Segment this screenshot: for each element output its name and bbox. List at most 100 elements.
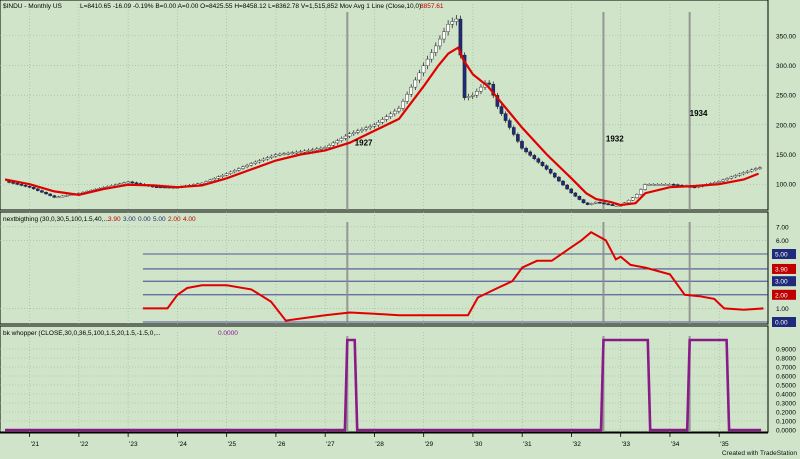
price-bar: [60, 195, 65, 198]
indicator-header-value: 4.00: [183, 216, 196, 223]
y-tick-label: 350.00: [776, 33, 796, 40]
price-bar: [118, 183, 122, 186]
x-tick-label: '22: [80, 441, 89, 448]
price-bar: [290, 152, 295, 154]
price-bar: [294, 151, 299, 154]
price-bar: [741, 172, 746, 175]
price-bar: [405, 94, 409, 102]
price-bar: [224, 173, 229, 176]
y-tick-label: 0.8000: [776, 356, 796, 363]
y-tick-label: 0.7000: [776, 365, 796, 372]
y-tick-label: 0.6000: [776, 374, 796, 381]
price-bar: [462, 54, 467, 98]
price-bar: [245, 164, 249, 168]
x-tick-label: '32: [572, 441, 581, 448]
price-bar: [528, 151, 532, 156]
price-bar: [376, 121, 381, 126]
x-tick-label: '27: [326, 441, 335, 448]
price-bar: [220, 174, 225, 177]
price-bar: [204, 181, 208, 184]
price-bar: [397, 108, 401, 112]
price-bar: [626, 200, 631, 203]
price-bar: [56, 196, 61, 199]
price-bar: [758, 167, 762, 170]
price-bar: [516, 134, 520, 142]
price-bar: [351, 132, 356, 135]
price-bar: [409, 86, 413, 95]
price-bar: [232, 170, 237, 173]
y-tick-label: 0.5000: [776, 383, 796, 390]
price-bar: [717, 181, 721, 183]
price-bar: [651, 184, 656, 186]
price-bar: [286, 152, 290, 155]
x-tick-label: '26: [277, 441, 286, 448]
x-tick-label: '33: [622, 441, 631, 448]
price-bar: [257, 160, 262, 163]
price-bar: [130, 181, 134, 184]
price-bar: [208, 179, 212, 182]
indicator-levels: [142, 253, 768, 323]
y-tick-label: 7.00: [776, 224, 789, 231]
price-bar: [499, 106, 504, 114]
price-bar: [745, 170, 750, 173]
y-tick-label: 0.4000: [776, 392, 796, 399]
price-bar: [384, 116, 389, 120]
x-axis: '21 '22 '23 '24 '25 '26 '27 '28 '29 '30 '31 '32 '33 '…: [0, 432, 768, 448]
price-bar: [261, 158, 266, 161]
price-bar: [237, 168, 241, 171]
year-annotation: 1934: [690, 109, 708, 118]
price-bar: [273, 154, 278, 157]
price-bar: [327, 145, 331, 148]
price-bar: [44, 192, 48, 195]
price-bar: [749, 169, 754, 172]
price-bar: [302, 150, 307, 153]
price-bar: [27, 186, 32, 188]
price-bar: [630, 197, 635, 201]
price-bar: [380, 119, 385, 123]
y-tick-box: [772, 249, 796, 259]
x-tick-label: '35: [720, 441, 729, 448]
price-bar: [413, 79, 418, 88]
price-bar: [561, 180, 565, 186]
price-bar: [643, 184, 647, 190]
price-bar: [425, 58, 430, 66]
indicator-header-value: 3.00: [123, 216, 136, 223]
price-bar: [540, 162, 545, 166]
price-bar: [536, 158, 541, 163]
nextbigthing-line: [142, 230, 764, 322]
price-bar: [241, 166, 245, 169]
price-bar: [475, 91, 479, 96]
y-tick-label: 3.00: [775, 279, 788, 286]
price-bar: [647, 184, 651, 186]
y-tick-label: 100.00: [776, 182, 796, 189]
price-panel-frame: [0, 0, 769, 211]
price-bar: [216, 176, 221, 179]
price-bar: [319, 147, 323, 150]
price-bar: [606, 203, 610, 206]
price-bar: [392, 110, 397, 115]
y-tick-label: 6.00: [776, 238, 789, 245]
y-tick-label: 300.00: [776, 63, 796, 70]
price-bar: [331, 142, 336, 146]
x-tick-label: '21: [31, 441, 40, 448]
indicator-panel-frame: [0, 211, 769, 325]
y-tick-label: 0.9000: [776, 347, 796, 354]
price-bar: [577, 196, 582, 200]
price-bar: [212, 178, 217, 181]
price-y-axis: 350.00 300.00 250.00 200.00 150.00 100.00: [776, 33, 796, 188]
y-tick-label: 3.90: [775, 266, 788, 273]
price-bar: [310, 149, 315, 151]
price-panel: 350.00 300.00 250.00 200.00 150.00 100.00 $IN…: [0, 0, 796, 211]
y-tick-box: [772, 276, 796, 287]
price-bar: [335, 140, 340, 144]
price-bar: [134, 182, 139, 185]
price-bar: [602, 202, 606, 205]
x-tick-label: '23: [129, 441, 138, 448]
chart-quote: L=8410.65 -16.09 -0.19% B=0.00 A=0.00 O=…: [80, 3, 421, 10]
price-bar: [306, 150, 311, 152]
indicator-panel: 7.006.005.003.903.002.001.000.00 nextbig…: [0, 211, 796, 327]
price-bar: [487, 82, 491, 85]
price-bar: [655, 184, 660, 186]
y-tick-label: 150.00: [776, 152, 796, 159]
price-bar: [446, 23, 450, 32]
